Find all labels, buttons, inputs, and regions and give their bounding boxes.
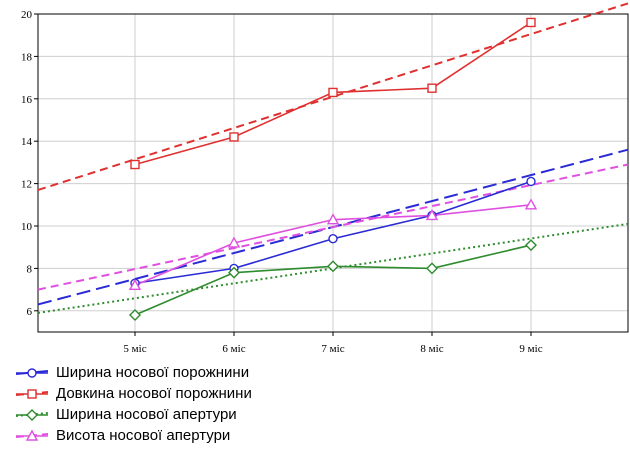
x-tick-label: 8 міс — [420, 343, 443, 355]
legend-marker — [27, 388, 37, 399]
data-point-s4 — [326, 213, 340, 225]
x-tick-label: 9 міс — [519, 343, 542, 355]
x-tick-label: 6 міс — [222, 343, 245, 355]
legend-marker — [26, 408, 38, 421]
x-tick-label: 7 міс — [321, 343, 344, 355]
y-tick-label: 16 — [21, 94, 33, 106]
y-tick-label: 18 — [21, 51, 33, 63]
y-tick-label: 12 — [21, 179, 32, 191]
trend-line-4 — [37, 163, 629, 291]
y-tick-label: 8 — [27, 263, 33, 275]
data-point-s2 — [427, 83, 437, 93]
x-axis-ticks: 5 міс 6 міс 7 міс 8 міс 9 міс — [123, 332, 543, 355]
legend-label: Висота носової апертури — [56, 427, 231, 444]
data-point-s2 — [229, 132, 239, 142]
data-point-s3 — [327, 260, 339, 273]
legend-label: Довкина носової порожнини — [56, 385, 252, 402]
data-point-s3 — [228, 266, 240, 279]
legend-item: Ширина носової апертури — [14, 404, 252, 425]
data-point-s4 — [227, 236, 241, 248]
data-point-s1 — [328, 234, 338, 244]
data-point-s1 — [526, 176, 536, 187]
legend-label: Ширина носової порожнини — [56, 364, 250, 381]
legend-swatch — [15, 388, 49, 399]
legend-item: Довкина носової порожнини — [14, 383, 252, 404]
data-point-s4 — [128, 278, 142, 291]
trend-lines — [37, 2, 629, 314]
legend-swatch — [15, 408, 49, 421]
data-point-s3 — [426, 262, 438, 275]
data-point-s3 — [525, 239, 537, 252]
y-axis-ticks: 6 8 10 12 14 16 18 20 — [21, 9, 38, 318]
data-point-s4 — [425, 208, 439, 221]
legend-marker — [27, 367, 37, 378]
data-point-s3 — [129, 309, 141, 322]
legend: Ширина носової порожнини Довкина носової … — [14, 362, 252, 446]
y-tick-label: 10 — [21, 221, 33, 233]
data-point-s4 — [524, 198, 538, 210]
y-tick-label: 20 — [21, 9, 33, 21]
legend-marker — [25, 429, 39, 441]
legend-swatch — [15, 367, 49, 378]
data-point-s2 — [130, 159, 140, 170]
data-point-s2 — [526, 17, 536, 28]
legend-item: Ширина носової порожнини — [14, 362, 252, 383]
legend-label: Ширина носової апертури — [56, 406, 237, 423]
y-tick-label: 6 — [27, 306, 33, 318]
x-tick-label: 5 міс — [123, 343, 146, 355]
legend-swatch — [15, 429, 49, 441]
series-markers — [128, 17, 538, 322]
y-tick-label: 14 — [21, 136, 33, 148]
data-point-s2 — [328, 87, 338, 98]
legend-item: Висота носової апертури — [14, 425, 252, 446]
